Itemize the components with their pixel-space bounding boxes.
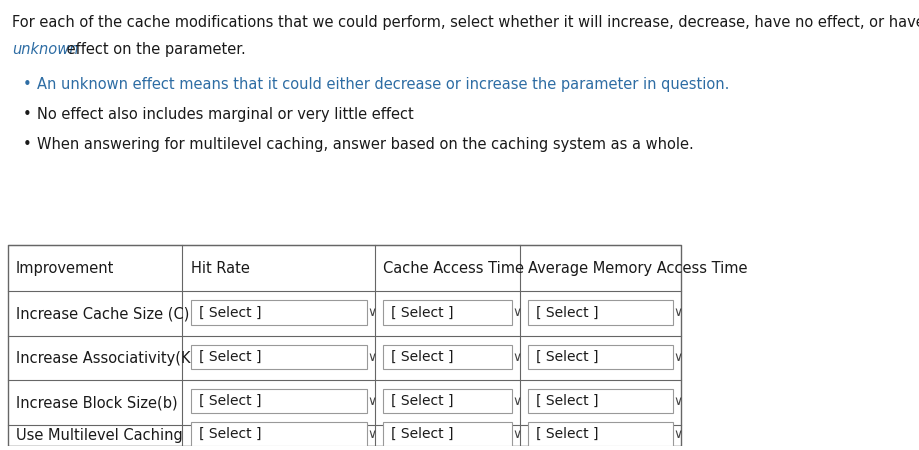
Text: An unknown effect means that it could either decrease or increase the parameter : An unknown effect means that it could ei… bbox=[37, 77, 729, 92]
Text: Hit Rate: Hit Rate bbox=[190, 261, 249, 275]
Text: [ Select ]: [ Select ] bbox=[391, 350, 453, 364]
Bar bbox=[7, 245, 680, 446]
Text: [ Select ]: [ Select ] bbox=[391, 427, 453, 441]
Text: ∨: ∨ bbox=[368, 428, 377, 441]
Text: [ Select ]: [ Select ] bbox=[536, 427, 598, 441]
Text: ∨: ∨ bbox=[512, 306, 521, 319]
Text: For each of the cache modifications that we could perform, select whether it wil: For each of the cache modifications that… bbox=[12, 15, 919, 30]
Text: ∨: ∨ bbox=[673, 351, 682, 364]
Text: unknown: unknown bbox=[12, 42, 79, 57]
Text: No effect also includes marginal or very little effect: No effect also includes marginal or very… bbox=[37, 107, 414, 122]
Text: •: • bbox=[23, 137, 32, 152]
Text: effect on the parameter.: effect on the parameter. bbox=[62, 42, 245, 57]
Text: •: • bbox=[23, 107, 32, 122]
Bar bbox=[382, 422, 511, 446]
Text: Cache Access Time: Cache Access Time bbox=[382, 261, 524, 275]
Text: [ Select ]: [ Select ] bbox=[391, 394, 453, 408]
Text: Average Memory Access Time: Average Memory Access Time bbox=[528, 261, 747, 275]
Text: ∨: ∨ bbox=[512, 351, 521, 364]
Text: ∨: ∨ bbox=[673, 306, 682, 319]
Text: ∨: ∨ bbox=[673, 395, 682, 408]
Bar bbox=[382, 389, 511, 414]
Text: ∨: ∨ bbox=[368, 351, 377, 364]
Text: ∨: ∨ bbox=[368, 395, 377, 408]
Text: [ Select ]: [ Select ] bbox=[536, 394, 598, 408]
Bar bbox=[190, 389, 367, 414]
Text: [ Select ]: [ Select ] bbox=[199, 394, 261, 408]
Bar bbox=[528, 422, 672, 446]
Bar bbox=[528, 389, 672, 414]
Text: [ Select ]: [ Select ] bbox=[536, 350, 598, 364]
Text: When answering for multilevel caching, answer based on the caching system as a w: When answering for multilevel caching, a… bbox=[37, 137, 693, 152]
Bar bbox=[528, 345, 672, 369]
Bar bbox=[528, 301, 672, 325]
Bar bbox=[190, 301, 367, 325]
Bar bbox=[190, 345, 367, 369]
Text: ∨: ∨ bbox=[673, 428, 682, 441]
Text: Increase Block Size(b): Increase Block Size(b) bbox=[16, 395, 177, 410]
Text: Use Multilevel Caching: Use Multilevel Caching bbox=[16, 428, 182, 443]
Text: [ Select ]: [ Select ] bbox=[199, 306, 261, 320]
Text: ∨: ∨ bbox=[512, 428, 521, 441]
Text: [ Select ]: [ Select ] bbox=[199, 350, 261, 364]
Text: ∨: ∨ bbox=[512, 395, 521, 408]
Text: Improvement: Improvement bbox=[16, 261, 114, 275]
Text: Increase Cache Size (C): Increase Cache Size (C) bbox=[16, 306, 189, 321]
Text: [ Select ]: [ Select ] bbox=[199, 427, 261, 441]
Bar bbox=[190, 422, 367, 446]
Text: [ Select ]: [ Select ] bbox=[536, 306, 598, 320]
Text: Increase Associativity(K): Increase Associativity(K) bbox=[16, 351, 196, 366]
Bar bbox=[382, 301, 511, 325]
Text: [ Select ]: [ Select ] bbox=[391, 306, 453, 320]
Bar bbox=[382, 345, 511, 369]
Text: •: • bbox=[23, 77, 32, 92]
Text: ∨: ∨ bbox=[368, 306, 377, 319]
